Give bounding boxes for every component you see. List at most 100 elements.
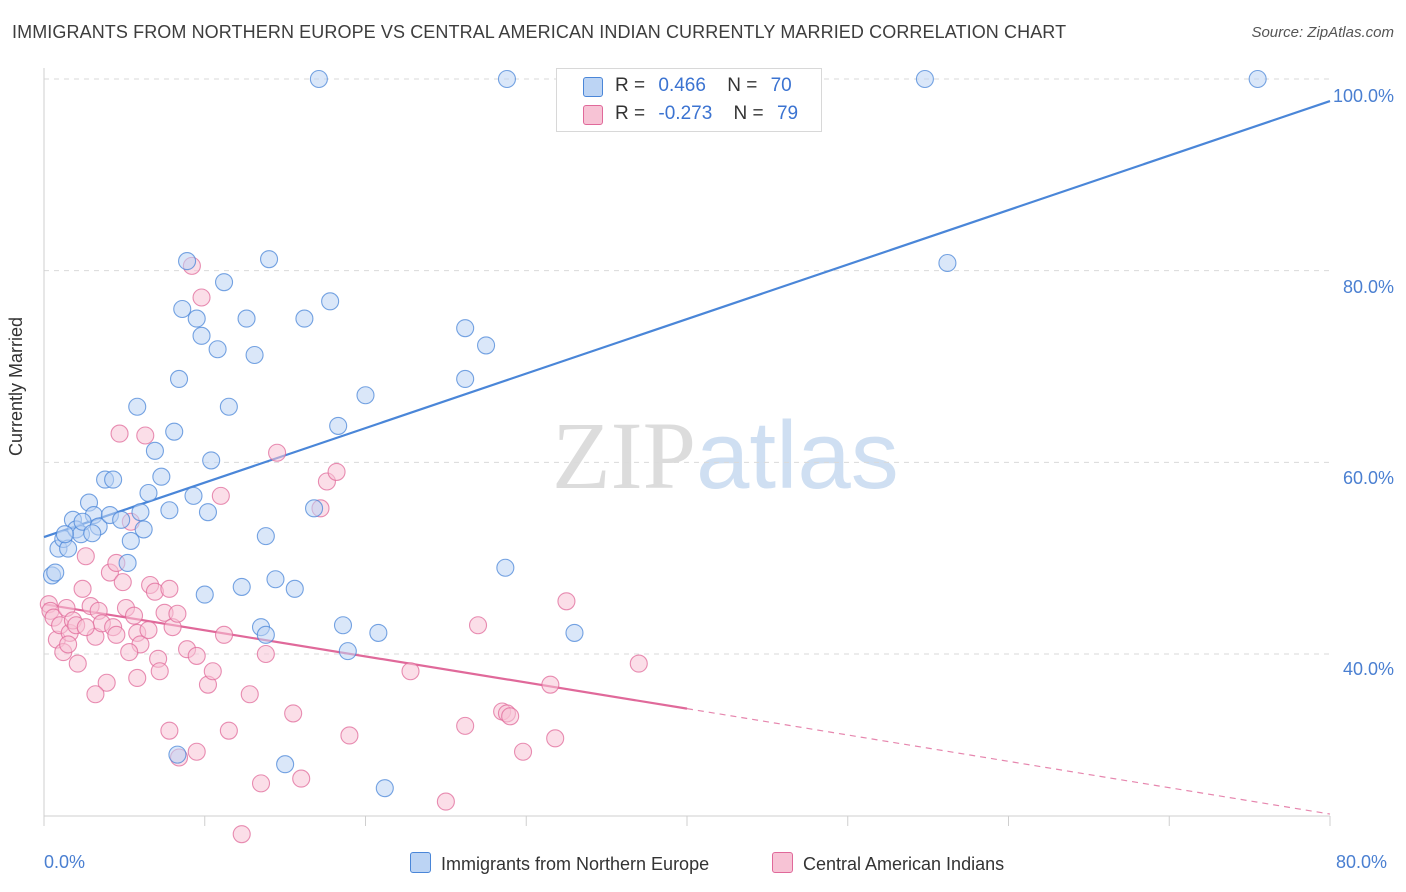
data-point-blue	[214, 273, 234, 292]
data-point-pink	[340, 726, 359, 745]
data-point-blue	[198, 503, 218, 522]
data-point-pink	[76, 618, 95, 637]
data-point-blue	[187, 309, 206, 328]
axes	[43, 68, 1331, 826]
data-point-pink	[240, 685, 259, 704]
data-point-blue	[46, 563, 65, 582]
data-point-blue	[83, 524, 102, 543]
data-point-blue	[202, 451, 221, 470]
data-point-blue	[338, 642, 357, 661]
legend-r-value: 0.466	[658, 75, 706, 96]
data-point-pink	[219, 721, 238, 740]
data-point-pink	[136, 426, 155, 445]
data-point-blue	[121, 531, 140, 550]
legend-n-label: N =	[727, 75, 758, 96]
data-point-pink	[401, 662, 420, 681]
data-point-blue	[208, 340, 227, 359]
data-point-blue	[139, 483, 158, 503]
data-point-blue	[295, 309, 314, 328]
data-point-blue	[305, 499, 324, 518]
grid-lines	[44, 78, 1330, 655]
data-point-pink	[76, 547, 95, 566]
data-point-blue	[1248, 69, 1267, 89]
bottom-legend-pink: Central American Indians	[772, 852, 1004, 875]
legend-swatch-blue	[583, 77, 603, 97]
data-point-blue	[169, 369, 189, 389]
bottom-legend-swatch-pink	[772, 852, 793, 873]
data-point-blue	[219, 397, 238, 416]
correlation-legend: R = 0.466 N = 70 R = -0.273 N = 79	[556, 68, 822, 132]
x-tick-label-80: 80.0%	[1336, 852, 1388, 872]
data-point-pink	[139, 620, 158, 640]
data-point-pink	[187, 646, 206, 665]
trend-line-extension-pink	[686, 708, 1331, 815]
legend-swatch-pink	[583, 105, 603, 125]
data-point-blue	[496, 558, 515, 577]
data-point-blue	[160, 501, 179, 520]
data-point-pink	[97, 673, 116, 692]
data-point-pink	[160, 721, 179, 740]
bottom-legend-blue: Immigrants from Northern Europe	[410, 852, 709, 875]
data-point-pink	[541, 675, 560, 694]
data-point-blue	[915, 69, 934, 89]
data-point-pink	[456, 716, 475, 735]
data-point-pink	[214, 625, 234, 644]
data-point-blue	[456, 369, 475, 389]
data-point-blue	[256, 527, 275, 546]
data-point-pink	[513, 742, 533, 761]
data-point-pink	[187, 742, 206, 761]
data-point-pink	[168, 604, 187, 623]
data-point-blue	[369, 623, 388, 642]
data-point-blue	[134, 520, 153, 539]
data-point-pink	[113, 573, 132, 592]
data-point-pink	[110, 424, 129, 443]
data-point-blue	[168, 745, 187, 764]
legend-r-label: R =	[615, 103, 646, 124]
data-point-blue	[938, 253, 957, 273]
data-point-blue	[356, 386, 375, 405]
data-point-pink	[327, 462, 346, 481]
data-points	[39, 69, 1267, 844]
x-tick-label-0: 0.0%	[44, 852, 86, 872]
data-point-pink	[192, 288, 211, 307]
data-point-blue	[55, 525, 74, 544]
trend-line-blue	[43, 99, 1331, 539]
y-tick-label-40: 40.0%	[1342, 659, 1394, 679]
data-point-blue	[285, 579, 304, 598]
data-point-pink	[59, 635, 78, 654]
data-point-pink	[203, 662, 222, 681]
data-point-blue	[232, 577, 251, 596]
data-point-blue	[184, 486, 203, 505]
data-point-blue	[128, 397, 147, 416]
y-tick-label-60: 60.0%	[1342, 468, 1394, 488]
data-point-pink	[284, 704, 303, 723]
data-point-blue	[104, 470, 123, 489]
legend-n-value: 79	[776, 103, 799, 124]
data-point-pink	[107, 625, 126, 644]
y-axis-label: Currently Married	[6, 316, 26, 456]
data-point-blue	[309, 69, 328, 89]
data-point-blue	[237, 309, 256, 328]
data-point-pink	[68, 654, 87, 673]
data-point-pink	[501, 707, 520, 726]
data-point-pink	[211, 486, 230, 505]
data-point-blue	[112, 510, 131, 529]
bottom-legend-label-pink: Central American Indians	[803, 854, 1005, 874]
data-point-pink	[128, 668, 147, 688]
data-point-pink	[546, 729, 565, 748]
data-point-blue	[329, 416, 348, 435]
data-point-blue	[477, 336, 496, 355]
data-point-blue	[131, 503, 150, 522]
data-point-pink	[292, 769, 311, 788]
legend-n-label: N =	[733, 103, 764, 124]
data-point-pink	[160, 579, 179, 598]
data-point-blue	[375, 779, 394, 798]
data-point-blue	[266, 570, 285, 589]
watermark: ZIPatlas	[552, 402, 899, 509]
legend-r-label: R =	[615, 75, 646, 96]
data-point-pink	[268, 443, 287, 462]
data-point-blue	[192, 326, 211, 345]
data-point-pink	[256, 644, 275, 664]
data-point-blue	[173, 299, 192, 319]
y-tick-label-100: 100.0%	[1332, 86, 1394, 106]
